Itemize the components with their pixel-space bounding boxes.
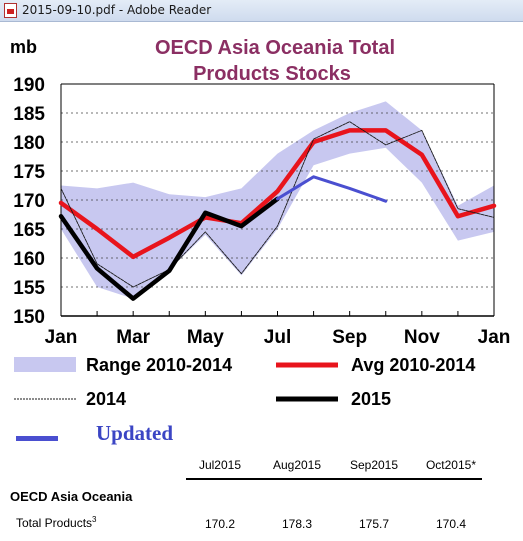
chart-legend: Range 2010-2014 Avg 2010-2014 2014 2015: [14, 355, 475, 409]
legend-avg-label: Avg 2010-2014: [351, 355, 475, 375]
y-tick-label: 165: [13, 220, 45, 241]
x-tick-label: Jan: [478, 327, 511, 348]
table-cell: 178.3: [281, 517, 313, 531]
legend-2015-label: 2015: [351, 389, 391, 409]
legend-range-label: Range 2010-2014: [86, 355, 232, 375]
table-col-header: Jul2015: [198, 458, 242, 472]
series-line-avg-2010-2014: [58, 128, 497, 260]
table-cell: 170.2: [204, 517, 236, 531]
x-tick-label: Mar: [116, 327, 150, 348]
stocks-chart: OECD Asia Oceania Total Products Stocks …: [10, 37, 510, 409]
x-tick-label: May: [187, 327, 224, 348]
x-tick-label: Sep: [332, 327, 367, 348]
series-line-2014: [60, 121, 495, 288]
y-tick-label: 170: [13, 191, 45, 212]
series-line-2015: [58, 196, 280, 301]
y-tick-label: 160: [13, 249, 45, 270]
y-tick-label: 175: [13, 162, 45, 183]
legend-updated-label: Updated: [96, 421, 174, 445]
table-region-label: OECD Asia Oceania: [10, 489, 133, 504]
legend-updated-swatch: [16, 436, 58, 441]
x-tick-label: Nov: [404, 327, 440, 348]
table-cell: 170.4: [435, 517, 467, 531]
table-row-label-text: Total Products: [16, 516, 93, 530]
y-tick-label: 180: [13, 133, 45, 154]
table-cell: 175.7: [358, 517, 390, 531]
y-axis-unit-label: mb: [10, 37, 37, 57]
table-col-header: Oct2015*: [425, 458, 477, 472]
table-row-label: Total Products3: [16, 515, 97, 530]
window-titlebar: 2015-09-10.pdf - Adobe Reader: [0, 0, 523, 22]
table-header-rule: [186, 478, 482, 480]
legend-2014-label: 2014: [86, 389, 126, 409]
window-title: 2015-09-10.pdf - Adobe Reader: [22, 3, 212, 17]
y-tick-label: 185: [13, 104, 45, 125]
series-line-updated: [276, 175, 388, 203]
y-tick-label: 190: [13, 75, 45, 96]
chart-title-line-1: OECD Asia Oceania Total: [155, 37, 395, 59]
y-tick-label: 155: [13, 278, 45, 299]
plot-area: 150 155 160 165 170 175 180 185 190 Jan Mar May Jul S…: [13, 75, 510, 348]
table-col-header: Sep2015: [349, 458, 399, 472]
table-col-header: Aug2015: [272, 458, 322, 472]
x-tick-label: Jul: [264, 327, 291, 348]
chart-title-line-2: Products Stocks: [193, 63, 351, 85]
pdf-icon: [4, 3, 17, 18]
y-tick-label: 150: [13, 307, 45, 328]
table-row-footnote: 3: [92, 515, 97, 524]
legend-range-swatch: [14, 357, 76, 372]
x-tick-label: Jan: [45, 327, 78, 348]
